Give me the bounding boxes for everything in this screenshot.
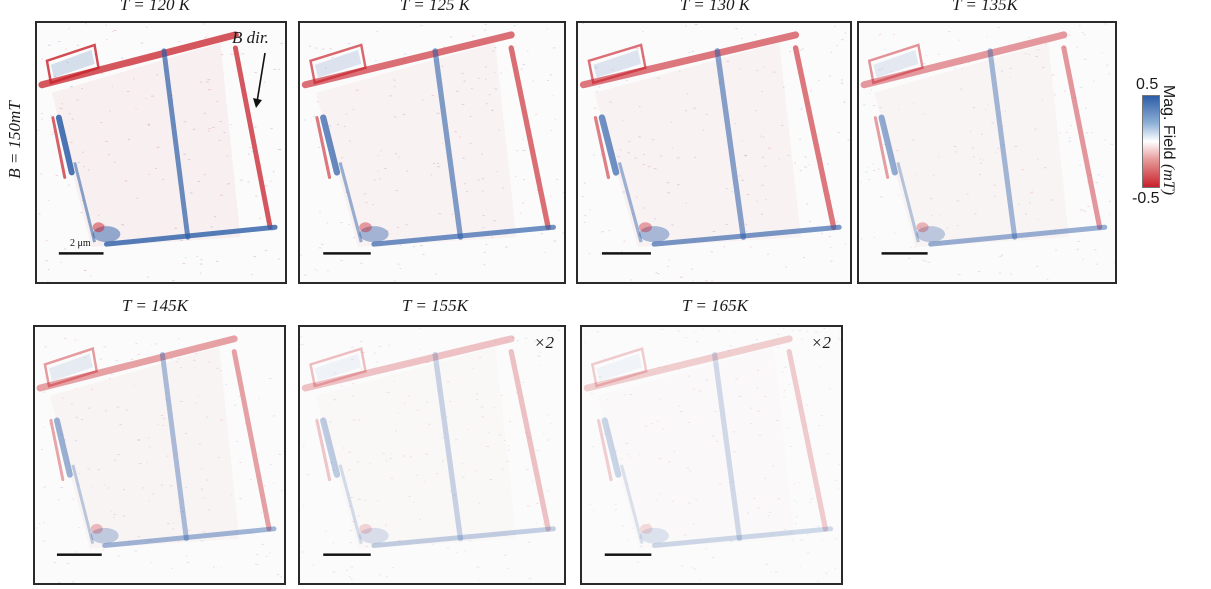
image-panel-2	[298, 21, 566, 284]
panel-title-5: T = 145K	[122, 296, 188, 315]
field-map-4	[860, 23, 1115, 280]
b-direction-arrow-icon	[253, 52, 266, 108]
panel-title-4: T = 135K	[952, 0, 1018, 14]
multiplier-label-7: ×2	[811, 333, 831, 352]
image-panel-4	[857, 21, 1117, 284]
field-map-2	[300, 24, 564, 282]
panel-title-1: T = 120 K	[119, 0, 191, 14]
image-panel-3	[576, 21, 852, 284]
panel-title-7: T = 165K	[682, 296, 748, 315]
field-map-3	[579, 23, 850, 282]
scalebar-label: 2 μm	[70, 238, 91, 249]
colorbar-min: -0.5	[1132, 190, 1160, 207]
colorbar-max: 0.5	[1136, 76, 1159, 93]
image-panel-7: ×2	[580, 325, 843, 585]
field-map-5	[36, 335, 284, 583]
b-direction-label: B dir.	[232, 28, 269, 47]
panel-title-2: T = 125 K	[399, 0, 471, 14]
field-map-7	[583, 327, 841, 582]
colorbar	[1142, 95, 1160, 188]
image-panel-1	[35, 21, 287, 284]
field-map-6	[300, 327, 560, 581]
multiplier-label-6: ×2	[534, 333, 554, 352]
field-label: B = 150mT	[5, 101, 24, 179]
image-panel-6: ×2	[298, 325, 566, 585]
panel-title-3: T = 130 K	[679, 0, 751, 14]
colorbar-label: Mag. Field (mT)	[1160, 84, 1177, 196]
field-map-1	[37, 23, 283, 282]
panel-title-6: T = 155K	[402, 296, 468, 315]
image-panel-5	[33, 325, 286, 585]
